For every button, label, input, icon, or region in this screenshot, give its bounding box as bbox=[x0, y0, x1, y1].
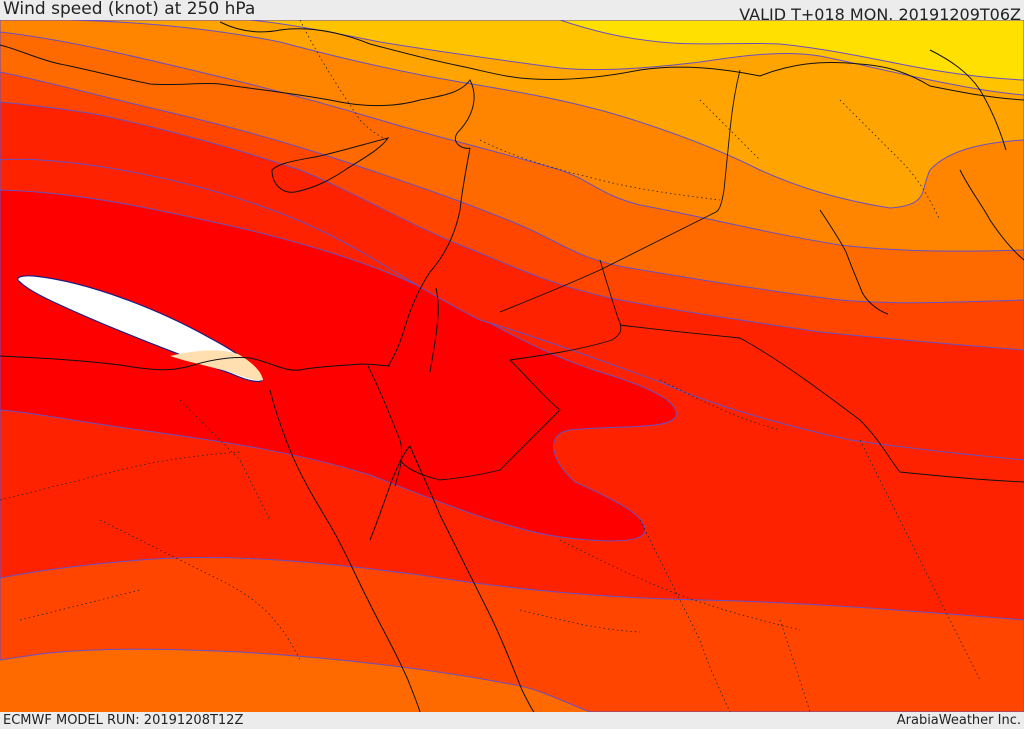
country-borders bbox=[367, 69, 1024, 487]
credit-label: ArabiaWeather Inc. bbox=[896, 713, 1021, 728]
band-yellow bbox=[559, 20, 1024, 81]
coastlines bbox=[0, 21, 1024, 712]
map-title: Wind speed (knot) at 250 hPa bbox=[3, 0, 256, 19]
valid-time-label: VALID T+018 MON. 20191209T06Z bbox=[739, 5, 1021, 24]
wind-speed-map bbox=[0, 20, 1024, 712]
band-orange bbox=[69, 20, 1024, 209]
province-borders bbox=[0, 20, 981, 712]
model-run-label: ECMWF MODEL RUN: 20191208T12Z bbox=[3, 713, 244, 728]
